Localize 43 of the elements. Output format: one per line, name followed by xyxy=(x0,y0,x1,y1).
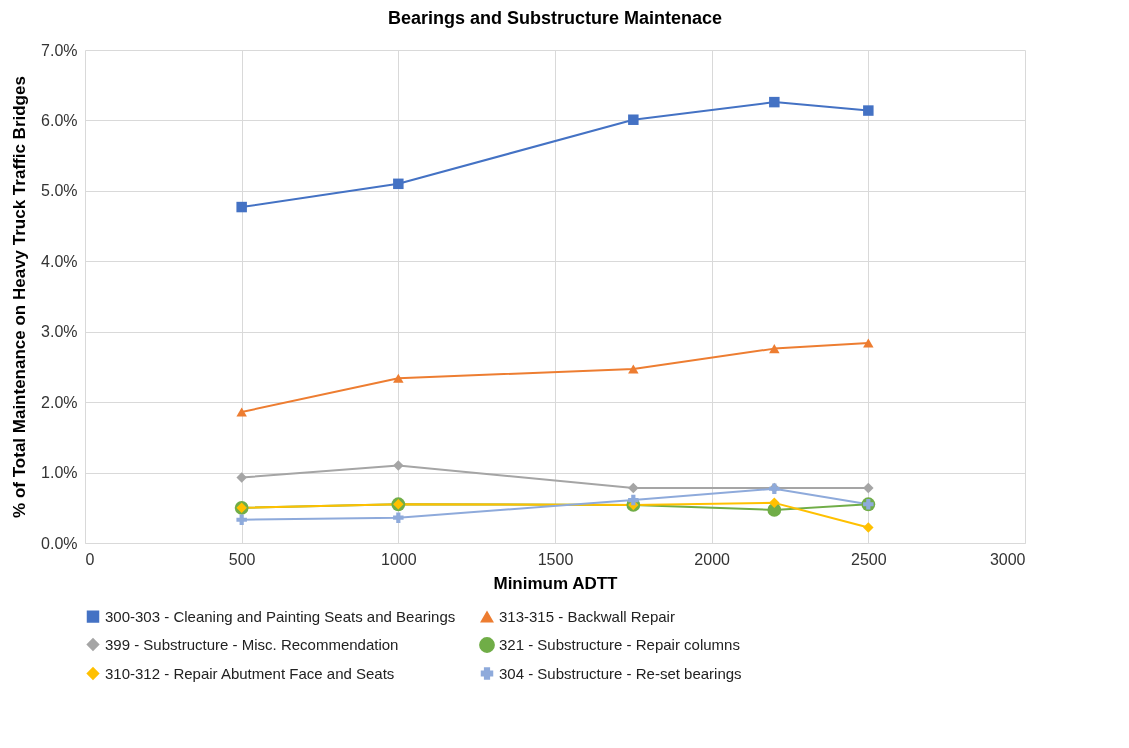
point xyxy=(769,497,780,509)
x-tick-label: 2500 xyxy=(851,550,887,568)
point xyxy=(769,96,780,108)
point xyxy=(863,522,874,533)
x-tick-label: 2000 xyxy=(694,550,731,568)
point xyxy=(236,514,247,525)
legend-label: 321 - Substructure - Repair columns xyxy=(499,636,740,653)
point xyxy=(628,494,639,506)
x-tick-label: 3000 xyxy=(989,550,1026,568)
y-tick-label: 0.0% xyxy=(41,534,78,552)
y-tick-label: 4.0% xyxy=(41,252,78,270)
point xyxy=(393,460,404,471)
point xyxy=(236,472,247,483)
x-axis-title: Minimum ADTT xyxy=(493,573,619,593)
point xyxy=(628,114,639,125)
y-tick-label: 5.0% xyxy=(41,182,78,200)
point xyxy=(236,407,247,417)
point xyxy=(393,373,404,383)
legend-label: 300-303 - Cleaning and Painting Seats and Bearings xyxy=(105,607,456,625)
point xyxy=(393,512,404,523)
legend-label: 304 - Substructure - Re-set bearings xyxy=(499,664,742,682)
point xyxy=(863,482,874,494)
y-axis-title: % of Total Maintenance on Heavy Truck Traffic Bridges xyxy=(10,76,30,518)
point xyxy=(863,105,874,116)
y-tick-label: 7.0% xyxy=(41,41,78,59)
x-tick-label: 1500 xyxy=(537,550,574,568)
y-tick-label: 3.0% xyxy=(41,323,78,341)
point xyxy=(863,338,874,348)
point xyxy=(393,178,404,190)
y-tick-label: 6.0% xyxy=(41,111,78,129)
point xyxy=(628,364,639,374)
legend-label: 310-312 - Repair Abutment Face and Seats xyxy=(105,664,395,682)
x-tick-label: 1000 xyxy=(381,550,417,568)
point xyxy=(628,482,639,494)
legend-label: 313-315 - Backwall Repair xyxy=(499,607,675,625)
y-tick-label: 1.0% xyxy=(41,464,78,482)
chart-title: Bearings and Substructure Maintenace xyxy=(387,8,723,28)
point xyxy=(769,344,780,354)
point xyxy=(236,201,247,213)
legend-label: 399 - Substructure - Misc. Recommendation xyxy=(105,635,399,653)
y-tick-label: 2.0% xyxy=(41,393,78,411)
x-tick-label: 0 xyxy=(85,550,95,568)
x-tick-label: 500 xyxy=(228,550,256,568)
